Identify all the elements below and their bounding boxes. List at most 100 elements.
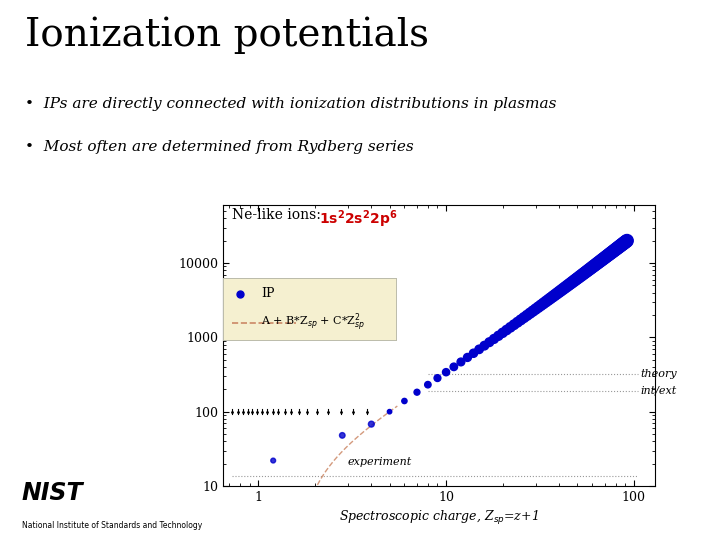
- Point: [582, 266, 594, 275]
- Point: [576, 271, 588, 279]
- Point: [618, 239, 630, 247]
- Point: [564, 279, 576, 288]
- Point: [484, 338, 495, 347]
- Point: [549, 291, 561, 299]
- Point: [590, 260, 602, 268]
- Point: [599, 253, 611, 262]
- Point: [505, 323, 516, 332]
- Point: [492, 332, 504, 340]
- Point: [603, 250, 615, 259]
- Point: [267, 456, 279, 465]
- Text: $\mathbf{1s^22s^22p^6}$: $\mathbf{1s^22s^22p^6}$: [319, 208, 397, 230]
- Point: [547, 292, 559, 301]
- Point: [578, 269, 590, 278]
- Point: [586, 263, 598, 272]
- Point: [542, 295, 554, 304]
- Point: [608, 247, 619, 255]
- Point: [580, 268, 591, 277]
- Point: [441, 368, 452, 376]
- Point: [399, 397, 410, 406]
- Point: [552, 289, 563, 298]
- Point: [588, 262, 599, 271]
- Point: [603, 251, 614, 259]
- Point: [559, 283, 571, 292]
- X-axis label: Spectroscopic charge, Z$_{sp}$=z+1: Spectroscopic charge, Z$_{sp}$=z+1: [339, 509, 539, 528]
- Point: [584, 265, 595, 274]
- Point: [555, 286, 567, 295]
- Point: [595, 256, 607, 265]
- Point: [512, 318, 523, 327]
- Point: [614, 242, 626, 251]
- Point: [479, 341, 490, 350]
- Point: [612, 244, 624, 252]
- Point: [488, 335, 500, 343]
- Point: [601, 252, 613, 260]
- Point: [563, 280, 575, 289]
- Point: [618, 239, 629, 248]
- Point: [615, 241, 626, 250]
- Point: [530, 305, 541, 313]
- Point: [411, 388, 423, 396]
- Point: [561, 282, 572, 291]
- Point: [545, 294, 557, 302]
- Text: theory: theory: [640, 369, 677, 379]
- Text: •  IPs are directly connected with ionization distributions in plasmas: • IPs are directly connected with ioniza…: [25, 97, 557, 111]
- Point: [572, 274, 583, 282]
- Point: [610, 245, 621, 254]
- Point: [557, 285, 569, 293]
- Point: [585, 264, 597, 273]
- Point: [570, 275, 582, 284]
- Point: [455, 357, 467, 366]
- Text: National Institute of Standards and Technology: National Institute of Standards and Tech…: [22, 521, 202, 530]
- Point: [533, 303, 544, 312]
- Point: [598, 254, 609, 263]
- Point: [589, 261, 600, 269]
- Point: [422, 380, 433, 389]
- Text: •  Most often are determined from Rydberg series: • Most often are determined from Rydberg…: [25, 140, 414, 154]
- Point: [594, 257, 606, 266]
- Point: [592, 259, 603, 267]
- Point: [515, 315, 526, 324]
- Point: [448, 362, 459, 371]
- Point: [573, 273, 585, 281]
- Point: [473, 345, 485, 354]
- Point: [384, 407, 395, 416]
- Point: [611, 244, 622, 253]
- Point: [593, 258, 605, 267]
- Point: [468, 349, 480, 357]
- Point: [521, 311, 533, 320]
- Point: [617, 240, 629, 248]
- Point: [607, 247, 618, 256]
- Text: Ionization potentials: Ionization potentials: [25, 16, 429, 53]
- Point: [606, 248, 617, 257]
- Point: [605, 249, 616, 258]
- Point: [581, 267, 593, 276]
- Point: [621, 237, 632, 246]
- Point: [366, 420, 377, 428]
- Point: [462, 353, 473, 362]
- Point: [524, 309, 536, 318]
- Point: [497, 328, 508, 337]
- Point: [621, 237, 633, 245]
- Point: [535, 301, 546, 309]
- Point: [508, 320, 520, 329]
- Point: [540, 298, 552, 306]
- Point: [613, 243, 624, 252]
- Point: [609, 246, 621, 254]
- Point: [619, 238, 631, 246]
- Text: experiment: experiment: [348, 457, 412, 467]
- Point: [616, 241, 627, 249]
- Point: [527, 307, 539, 315]
- Point: [432, 374, 444, 382]
- Text: NIST: NIST: [22, 481, 84, 505]
- Point: [518, 313, 530, 322]
- Text: Ne-like ions:: Ne-like ions:: [232, 208, 329, 222]
- Point: [554, 288, 565, 296]
- Point: [568, 276, 580, 285]
- Point: [597, 255, 608, 264]
- Point: [575, 272, 586, 280]
- Point: [336, 431, 348, 440]
- Point: [501, 326, 513, 334]
- Point: [567, 278, 578, 286]
- Text: int/ext: int/ext: [640, 386, 676, 396]
